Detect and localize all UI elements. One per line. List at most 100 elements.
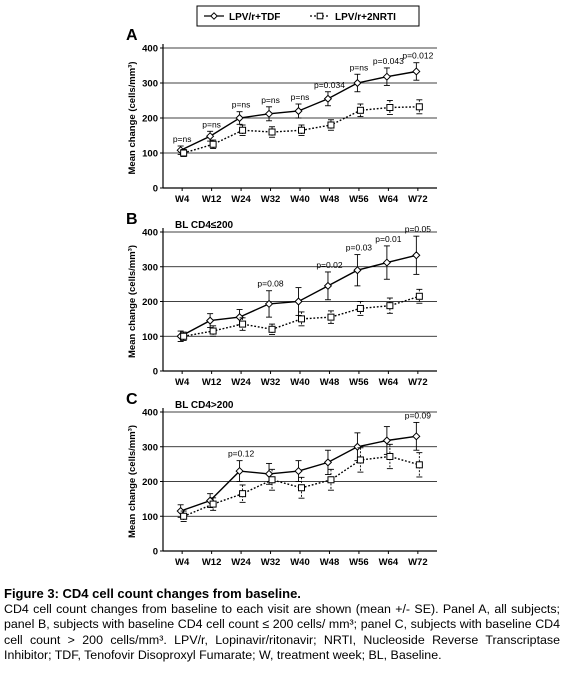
p-value-annotation: p=0.09	[405, 410, 432, 420]
panel-letter: C	[126, 391, 138, 408]
data-point	[209, 140, 217, 148]
data-point	[327, 121, 335, 129]
series-lpv-tdf	[176, 62, 421, 155]
y-tick-label: 400	[142, 228, 158, 239]
data-point	[323, 94, 333, 103]
p-value-annotation: p=ns	[261, 95, 280, 105]
legend-label: LPV/r+TDF	[229, 12, 280, 23]
data-point	[415, 461, 423, 469]
figure-caption: Figure 3: CD4 cell count changes from ba…	[4, 586, 560, 663]
panel-letter: B	[126, 211, 138, 228]
data-point	[412, 67, 421, 76]
data-point	[386, 452, 394, 460]
p-value-annotation: p=ns	[232, 100, 251, 110]
data-point	[323, 281, 333, 290]
data-point	[298, 315, 305, 323]
y-tick-label: 100	[142, 512, 158, 523]
p-value-annotation: p=0.03	[346, 243, 373, 253]
p-value-annotation: p=0.02	[316, 260, 343, 270]
x-tick-label: W4	[175, 377, 190, 388]
data-point	[268, 476, 276, 484]
x-tick-label: W12	[202, 557, 222, 568]
x-tick-label: W40	[290, 194, 310, 205]
data-point	[264, 109, 274, 118]
x-tick-label: W32	[261, 377, 281, 388]
data-point	[294, 466, 303, 476]
data-point	[356, 304, 364, 312]
data-point	[239, 126, 247, 134]
data-point	[382, 72, 391, 81]
y-tick-label: 100	[142, 149, 158, 160]
data-point	[412, 251, 421, 260]
data-point	[382, 436, 391, 445]
data-point	[209, 500, 217, 508]
data-point	[180, 149, 188, 157]
data-point	[209, 327, 217, 335]
data-point	[415, 292, 423, 300]
p-value-annotation: p=0.08	[257, 279, 284, 289]
x-tick-label: W64	[379, 557, 399, 568]
caption-title: Figure 3: CD4 cell count changes from ba…	[4, 586, 301, 601]
data-point	[268, 325, 276, 333]
y-tick-label: 0	[153, 547, 158, 558]
data-point	[235, 466, 244, 476]
y-axis-label: Mean change (cells/mm³)	[127, 425, 138, 538]
series-lpv-2nrti	[180, 99, 423, 157]
p-value-annotation: p=ns	[202, 119, 221, 129]
data-point	[323, 458, 333, 467]
legend-label: LPV/r+2NRTI	[335, 12, 396, 23]
legend-marker	[316, 12, 324, 20]
y-tick-label: 300	[142, 262, 158, 273]
x-tick-label: W4	[175, 557, 190, 568]
p-value-annotation: p=0.05	[405, 224, 432, 234]
x-tick-label: W56	[349, 377, 369, 388]
x-tick-label: W72	[408, 377, 428, 388]
y-tick-label: 0	[153, 184, 158, 195]
x-tick-label: W24	[231, 194, 251, 205]
x-tick-label: W72	[408, 194, 428, 205]
x-tick-label: W72	[408, 557, 428, 568]
legend-box	[196, 5, 420, 27]
y-tick-label: 300	[142, 442, 158, 453]
data-point	[268, 128, 276, 136]
series-lpv-2nrti	[180, 443, 423, 522]
y-tick-label: 200	[142, 477, 158, 488]
p-value-annotation: p=0.012	[402, 51, 433, 61]
data-point	[327, 476, 335, 484]
x-tick-label: W24	[231, 377, 251, 388]
panel-letter: A	[126, 27, 138, 44]
data-point	[412, 432, 421, 441]
data-point	[180, 512, 188, 520]
x-tick-label: W48	[320, 377, 340, 388]
p-value-annotation: p=ns	[350, 62, 369, 72]
x-tick-label: W12	[202, 194, 222, 205]
panel-subtitle: BL CD4≤200	[175, 220, 234, 231]
series-line	[183, 295, 420, 337]
data-point	[327, 313, 335, 321]
data-point	[294, 106, 303, 116]
chart-panel-a: A 0 100 200 300 400 W4 W12 W24 W32 W40 W48 W56 W64 W72…	[126, 27, 437, 205]
p-value-annotation: p=ns	[291, 92, 310, 102]
series-lpv-2nrti	[180, 288, 423, 341]
x-tick-label: W56	[349, 194, 369, 205]
data-point	[298, 126, 305, 134]
data-point	[264, 469, 274, 478]
data-point	[298, 484, 305, 492]
data-point	[264, 299, 274, 309]
data-point	[353, 266, 362, 275]
panel-subtitle: BL CD4>200	[175, 400, 234, 411]
data-point	[415, 103, 423, 111]
p-value-annotation: p=ns	[173, 134, 192, 144]
y-tick-label: 200	[142, 297, 158, 308]
x-tick-label: W40	[290, 377, 310, 388]
data-point	[356, 456, 364, 464]
x-tick-label: W64	[379, 377, 399, 388]
y-axis-label: Mean change (cells/mm³)	[127, 245, 138, 358]
x-tick-label: W40	[290, 557, 310, 568]
p-value-annotation: p=0.043	[373, 56, 404, 66]
p-value-annotation: p=0.01	[375, 234, 402, 244]
data-point	[382, 258, 391, 267]
x-tick-label: W56	[349, 557, 369, 568]
x-tick-label: W64	[379, 194, 399, 205]
legend: LPV/r+TDF LPV/r+2NRTI	[196, 5, 420, 27]
